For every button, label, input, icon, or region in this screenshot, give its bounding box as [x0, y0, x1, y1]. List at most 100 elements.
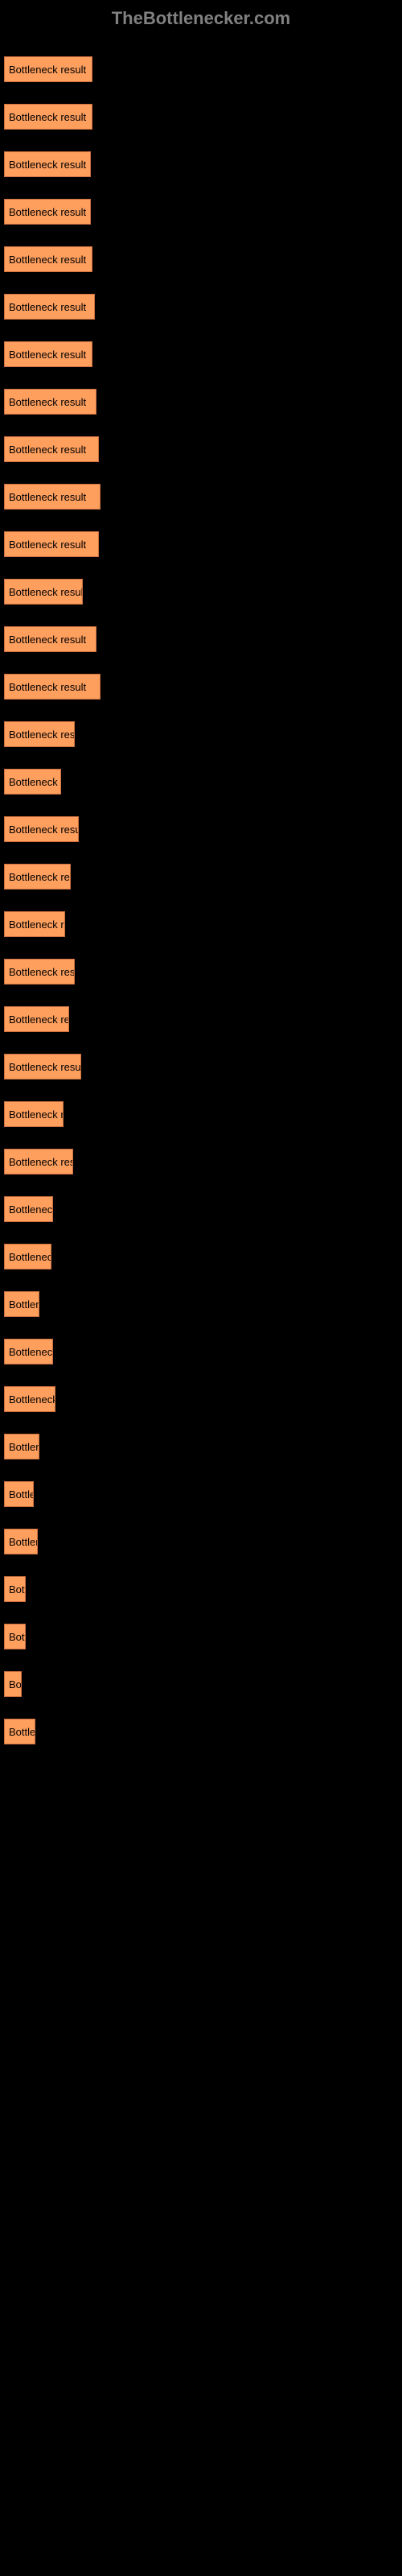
bar-label-above: [4, 184, 398, 196]
bar-label-above: [4, 469, 398, 481]
bar-label-above: [4, 231, 398, 244]
bar-fill: Bottleneck result: [4, 1244, 51, 1269]
bar-row: Bottleneck result: [4, 1466, 398, 1507]
bar-label-above: [4, 516, 398, 529]
bar-row: Bottleneck result: [4, 1038, 398, 1080]
bar-fill: Bottleneck result: [4, 674, 100, 700]
bar-row: Bottleneck result: [4, 136, 398, 177]
bar-fill: Bottleneck result: [4, 1101, 64, 1127]
bar-fill: Bottleneck result: [4, 1529, 38, 1554]
bar-row: Bottleneck result: [4, 184, 398, 225]
bar-fill: Bottleneck result: [4, 1196, 53, 1222]
bar-row: Bottleneck result: [4, 279, 398, 320]
bar-row: Bottleneck result: [4, 1513, 398, 1554]
bar-label-above: [4, 1038, 398, 1051]
bar-fill: Bottleneck result: [4, 1481, 34, 1507]
bar-row: Bottleneck result: [4, 516, 398, 557]
bar-fill: Bottleneck result: [4, 1434, 39, 1459]
bar-label-above: [4, 1608, 398, 1621]
bar-label-above: [4, 1181, 398, 1194]
bar-row: Bottleneck result: [4, 326, 398, 367]
bar-row: Bottleneck result: [4, 801, 398, 842]
bar-row: Bottleneck result: [4, 658, 398, 700]
bar-fill: Bottleneck result: [4, 104, 92, 130]
bar-row: Bottleneck result: [4, 1276, 398, 1317]
bar-label-above: [4, 1561, 398, 1574]
bar-fill: Bottleneck result: [4, 1671, 22, 1697]
bar-fill: Bottleneck result: [4, 1386, 55, 1412]
bar-label-above: [4, 41, 398, 54]
bar-row: Bottleneck result: [4, 896, 398, 937]
bar-row: Bottleneck result: [4, 1133, 398, 1174]
bar-fill: Bottleneck result: [4, 1149, 73, 1174]
bar-fill: Bottleneck result: [4, 531, 99, 557]
bar-row: Bottleneck result: [4, 753, 398, 795]
bar-fill: Bottleneck result: [4, 246, 92, 272]
bar-row: Bottleneck result: [4, 1656, 398, 1697]
bar-label-above: [4, 991, 398, 1004]
bar-row: Bottleneck result: [4, 1323, 398, 1364]
bar-row: Bottleneck result: [4, 848, 398, 890]
bar-label-above: [4, 1086, 398, 1099]
bar-label-above: [4, 279, 398, 291]
bar-fill: Bottleneck result: [4, 199, 91, 225]
bar-label-above: [4, 611, 398, 624]
bar-label-above: [4, 943, 398, 956]
bar-row: Bottleneck result: [4, 564, 398, 605]
bar-fill: Bottleneck result: [4, 721, 75, 747]
bar-label-above: [4, 896, 398, 909]
bar-fill: Bottleneck result: [4, 1624, 26, 1649]
bar-row: Bottleneck result: [4, 1703, 398, 1744]
bar-fill: Bottleneck result: [4, 959, 75, 985]
bar-fill: Bottleneck result: [4, 151, 91, 177]
site-title: TheBottlenecker.com: [0, 8, 402, 29]
bar-label-above: [4, 1513, 398, 1526]
bar-label-above: [4, 1371, 398, 1384]
bar-fill: Bottleneck result: [4, 1719, 35, 1744]
bar-row: Bottleneck result: [4, 991, 398, 1032]
bar-label-above: [4, 1276, 398, 1289]
bar-fill: Bottleneck result: [4, 1576, 26, 1602]
bar-label-above: [4, 421, 398, 434]
bar-label-above: [4, 848, 398, 861]
bar-row: Bottleneck result: [4, 1228, 398, 1269]
bar-row: Bottleneck result: [4, 1561, 398, 1602]
bar-label-above: [4, 801, 398, 814]
bar-row: Bottleneck result: [4, 469, 398, 510]
bar-label-above: [4, 374, 398, 386]
bar-fill: Bottleneck result: [4, 1339, 53, 1364]
bar-row: Bottleneck result: [4, 374, 398, 415]
bar-fill: Bottleneck result: [4, 294, 95, 320]
bar-chart: Bottleneck result Bottleneck result Bottle…: [0, 41, 402, 1744]
bar-label-above: [4, 1656, 398, 1669]
bar-fill: Bottleneck result: [4, 436, 99, 462]
bar-label-above: [4, 326, 398, 339]
bar-row: Bottleneck result: [4, 41, 398, 82]
bar-fill: Bottleneck result: [4, 1006, 69, 1032]
bar-fill: Bottleneck result: [4, 579, 83, 605]
bar-label-above: [4, 706, 398, 719]
bar-fill: Bottleneck result: [4, 864, 71, 890]
bar-fill: Bottleneck result: [4, 626, 96, 652]
bar-fill: Bottleneck result: [4, 816, 79, 842]
bar-label-above: [4, 753, 398, 766]
bar-row: Bottleneck result: [4, 1086, 398, 1127]
bar-label-above: [4, 1228, 398, 1241]
bar-row: Bottleneck result: [4, 231, 398, 272]
bar-fill: Bottleneck result: [4, 1054, 81, 1080]
bar-row: Bottleneck result: [4, 89, 398, 130]
bar-fill: Bottleneck result: [4, 1291, 39, 1317]
bar-fill: Bottleneck result: [4, 911, 65, 937]
bar-fill: Bottleneck result: [4, 484, 100, 510]
bar-label-above: [4, 1418, 398, 1431]
bar-label-above: [4, 658, 398, 671]
bar-row: Bottleneck result: [4, 1418, 398, 1459]
bar-label-above: [4, 89, 398, 101]
bar-row: Bottleneck result: [4, 611, 398, 652]
bar-row: Bottleneck result: [4, 943, 398, 985]
bar-row: Bottleneck result: [4, 1181, 398, 1222]
bar-row: Bottleneck result: [4, 1608, 398, 1649]
bar-label-above: [4, 564, 398, 576]
bar-label-above: [4, 136, 398, 149]
bar-label-above: [4, 1323, 398, 1336]
